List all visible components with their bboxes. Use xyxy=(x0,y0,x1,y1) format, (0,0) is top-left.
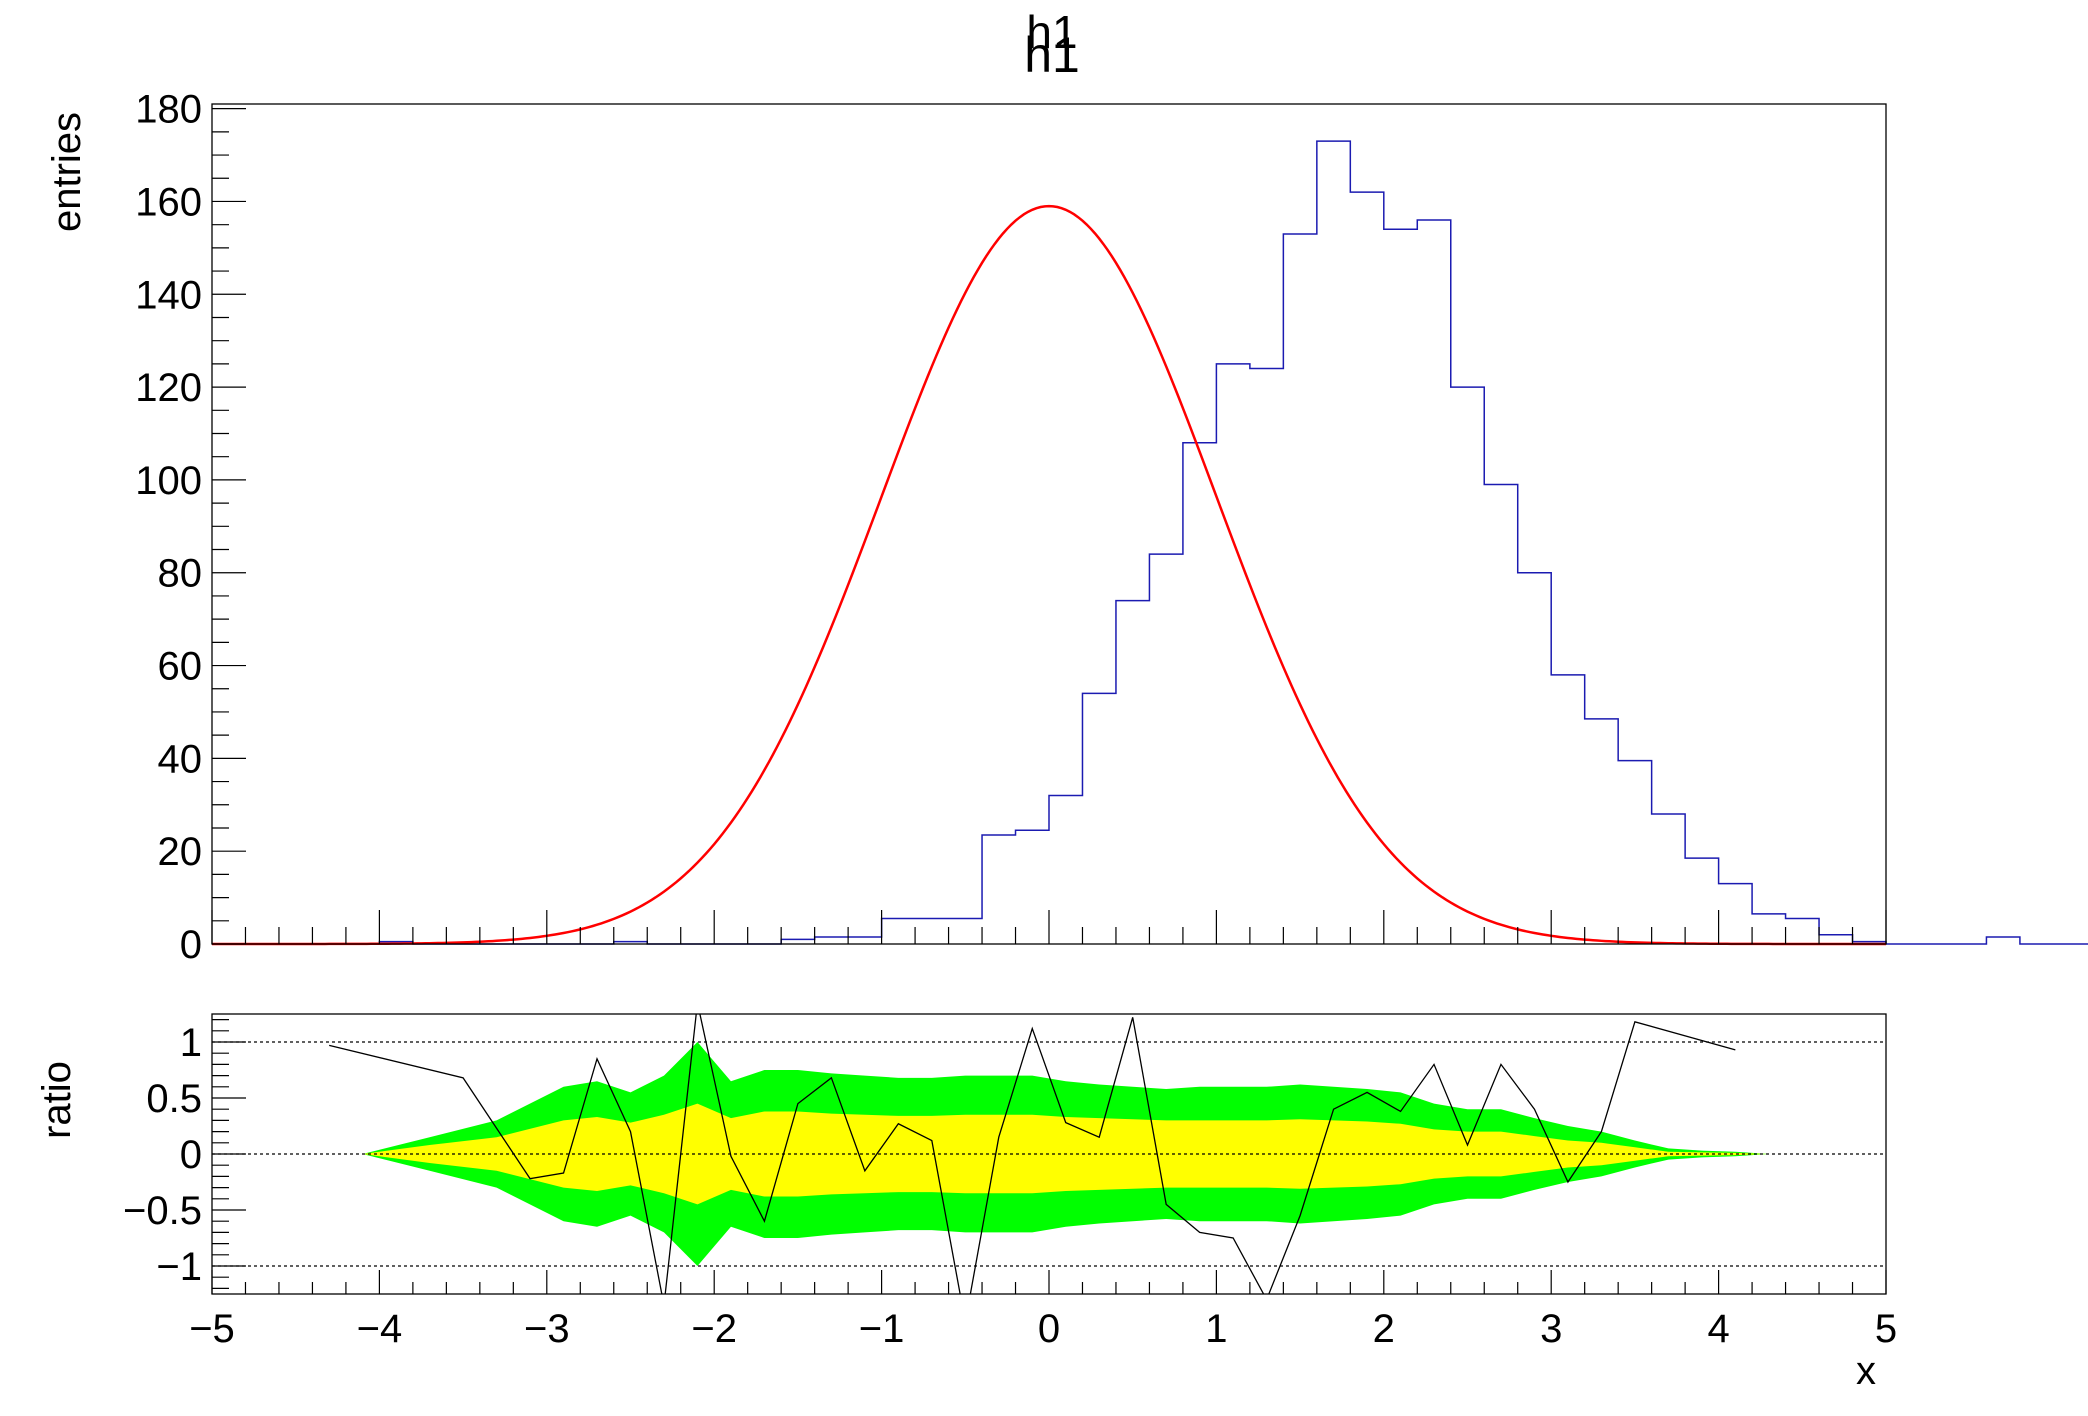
histogram-panel: 0 20 40 60 80 100 120 140 160 180 entries xyxy=(45,88,2088,967)
ratio-x-tick-label: −5 xyxy=(189,1307,235,1351)
ratio-x-tick-label: 3 xyxy=(1540,1307,1562,1351)
ratio-y-tick-label: 1 xyxy=(180,1021,202,1065)
ratio-x-axis-title: x xyxy=(1856,1349,1876,1393)
histogram-y-tick-label: 40 xyxy=(158,737,203,781)
ratio-data-layer xyxy=(212,1014,1886,1294)
ratio-x-tick-label: 2 xyxy=(1373,1307,1395,1351)
histogram-y-axis-title: entries xyxy=(45,112,89,232)
histogram-y-tick-label: 80 xyxy=(158,552,203,596)
ratio-x-tick-label: 0 xyxy=(1038,1307,1060,1351)
ratio-y-tick-label: −1 xyxy=(156,1245,202,1289)
ratio-x-axis: −5 −4 −3 −2 −1 0 1 2 3 4 5 xyxy=(189,1270,1897,1351)
ratio-x-tick-label: −4 xyxy=(357,1307,403,1351)
ratio-x-tick-label: 4 xyxy=(1707,1307,1729,1351)
ratio-x-tick-label: −1 xyxy=(859,1307,905,1351)
ratio-x-tick-label: 5 xyxy=(1875,1307,1897,1351)
ratio-y-axis: −1 −0.5 0 0.5 1 xyxy=(123,1018,246,1290)
ratio-y-tick-label: 0 xyxy=(180,1133,202,1177)
ratio-x-tick-label: −2 xyxy=(691,1307,737,1351)
gaussian-fit-curve xyxy=(212,204,1886,946)
ratio-y-tick-label: 0.5 xyxy=(146,1077,202,1121)
histogram-y-tick-label: 60 xyxy=(158,645,203,689)
histogram-y-tick-label: 120 xyxy=(135,366,202,410)
histogram-y-tick-label: 160 xyxy=(135,180,202,224)
ratio-series xyxy=(329,1014,1736,1294)
ratio-x-tick-label: −3 xyxy=(524,1307,570,1351)
ratio-y-axis-title: ratio xyxy=(35,1061,79,1139)
chart-title-shadow: h1 xyxy=(1026,6,1077,58)
ratio-panel: −1 −0.5 0 0.5 1 −5 −4 −3 −2 −1 0 1 2 3 4 5 ratio x xyxy=(35,1013,1897,1393)
histogram-y-tick-label: 140 xyxy=(135,273,202,317)
histogram-y-tick-label: 180 xyxy=(135,88,202,132)
histogram-x-ticks xyxy=(211,910,1887,944)
ratio-y-tick-label: −0.5 xyxy=(123,1189,202,1233)
chart-title: h1 xyxy=(1024,27,1080,83)
ratio-x-tick-label: 1 xyxy=(1205,1307,1227,1351)
histogram-y-tick-label: 20 xyxy=(158,830,203,874)
histogram-y-tick-label: 0 xyxy=(180,923,202,967)
histogram-y-axis: 0 20 40 60 80 100 120 140 160 180 xyxy=(135,88,246,967)
histogram-y-tick-label: 100 xyxy=(135,459,202,503)
